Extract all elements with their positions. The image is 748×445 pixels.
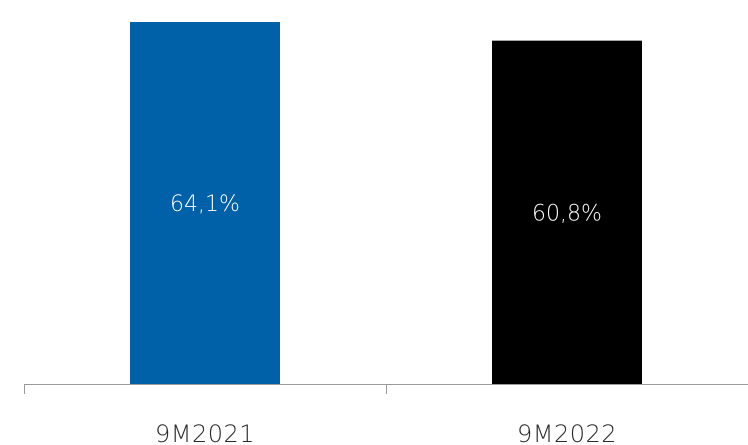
x-tick-label-9m2022: 9M2022 — [517, 420, 617, 445]
x-axis-ticks — [24, 384, 387, 394]
data-label-9m2022: 60,8% — [532, 201, 602, 226]
bar-9m2021 — [130, 22, 280, 384]
data-label-9m2021: 64,1% — [170, 192, 240, 217]
bars-layer: 64,1% 60,8% — [130, 22, 642, 385]
x-tick-label-9m2021: 9M2021 — [155, 420, 255, 445]
bar-9m2022 — [492, 40, 642, 385]
x-axis-labels: 9M2021 9M2022 — [155, 420, 617, 445]
